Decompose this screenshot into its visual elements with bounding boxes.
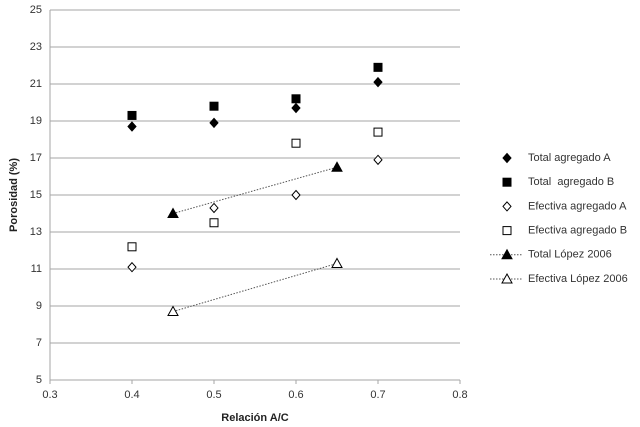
point	[291, 189, 301, 201]
legend-label: Total agregado A	[528, 152, 611, 164]
point	[209, 202, 219, 214]
point	[127, 261, 137, 273]
legend-label: Efectiva agregado A	[528, 200, 627, 212]
point	[331, 161, 343, 172]
y-tick-label: 13	[30, 226, 42, 238]
point	[291, 138, 301, 148]
point	[127, 110, 137, 120]
y-tick-label: 9	[36, 300, 42, 312]
point	[291, 94, 301, 104]
legend-marker	[502, 201, 512, 212]
legend-label: Total agregado B	[528, 176, 614, 188]
point	[209, 101, 219, 111]
legend-marker	[502, 152, 512, 164]
point	[331, 257, 343, 268]
x-tick-label: 0.6	[288, 389, 303, 401]
y-tick-label: 21	[30, 78, 42, 90]
x-axis-title: Relación A/C	[221, 412, 288, 424]
legend-label: Total López 2006	[528, 249, 612, 261]
point	[373, 62, 383, 72]
y-axis-title: Porosidad (%)	[8, 158, 20, 232]
legend-marker	[502, 177, 512, 187]
y-tick-label: 17	[30, 152, 42, 164]
point	[167, 305, 179, 317]
y-tick-label: 7	[36, 337, 42, 349]
y-tick-label: 23	[30, 41, 42, 53]
y-tick-label: 25	[30, 4, 42, 16]
y-tick-label: 19	[30, 115, 42, 127]
point	[209, 117, 219, 129]
point	[291, 102, 301, 114]
x-tick-label: 0.4	[124, 389, 139, 401]
point	[373, 154, 383, 166]
trend-line	[172, 166, 338, 214]
x-tick-label: 0.5	[206, 389, 221, 401]
x-tick-label: 0.7	[370, 389, 385, 401]
trend-line	[172, 262, 338, 313]
point	[127, 242, 137, 252]
legend-marker	[501, 248, 513, 260]
legend-marker	[501, 272, 513, 284]
point	[209, 218, 219, 228]
point	[373, 76, 383, 88]
point	[127, 121, 137, 132]
legend-label: Efectiva López 2006	[528, 273, 628, 285]
x-tick-label: 0.8	[452, 389, 467, 401]
point	[167, 207, 179, 218]
point	[373, 127, 383, 137]
x-tick-label: 0.3	[42, 389, 57, 401]
y-tick-label: 11	[31, 263, 42, 275]
y-tick-label: 15	[30, 189, 42, 201]
y-tick-label: 5	[36, 374, 42, 386]
legend-marker	[502, 226, 512, 236]
legend-label: Efectiva agregado B	[528, 225, 627, 237]
